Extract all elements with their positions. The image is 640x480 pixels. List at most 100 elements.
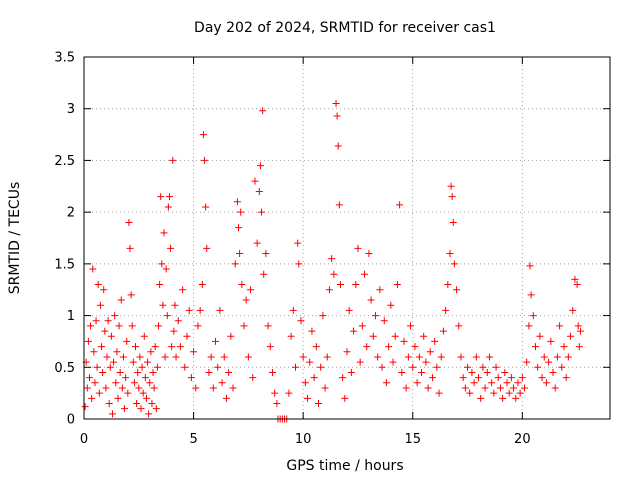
data-point (575, 343, 583, 351)
data-point (567, 332, 575, 340)
data-point (496, 384, 504, 392)
data-point (422, 358, 430, 366)
data-point (114, 394, 122, 402)
data-point (227, 332, 235, 340)
data-point (333, 112, 341, 120)
data-point (576, 327, 584, 335)
data-point (218, 379, 226, 387)
x-tick-label: 0 (80, 432, 88, 447)
data-point (199, 131, 207, 139)
data-point (172, 353, 180, 361)
data-point (556, 322, 564, 330)
data-point (398, 368, 406, 376)
data-point (140, 332, 148, 340)
data-point (490, 389, 498, 397)
data-point (347, 368, 355, 376)
data-point (323, 353, 331, 361)
data-point (236, 250, 244, 258)
data-point (156, 281, 164, 289)
data-point (150, 384, 158, 392)
data-point (518, 374, 526, 382)
data-point (160, 229, 168, 237)
data-point (510, 384, 518, 392)
data-point (310, 374, 318, 382)
data-point (308, 327, 316, 335)
data-point (159, 301, 167, 309)
y-tick-label: 0 (67, 413, 75, 428)
data-point (411, 343, 419, 351)
data-point (393, 281, 401, 289)
data-point (155, 322, 163, 330)
data-point (319, 312, 327, 320)
data-point (325, 286, 333, 294)
data-point (361, 270, 369, 278)
data-point (466, 389, 474, 397)
data-point (499, 394, 507, 402)
data-point (525, 322, 533, 330)
data-points (81, 100, 584, 423)
data-point (256, 162, 264, 170)
data-point (90, 348, 98, 356)
data-point (297, 317, 305, 325)
data-point (485, 353, 493, 361)
data-point (102, 384, 110, 392)
data-point (420, 332, 428, 340)
data-point (352, 281, 360, 289)
data-point (95, 389, 103, 397)
data-point (138, 363, 146, 371)
data-point (551, 384, 559, 392)
data-point (141, 374, 149, 382)
x-axis-title: GPS time / hours (286, 458, 403, 474)
y-tick-label: 2.5 (54, 154, 75, 169)
data-point (84, 337, 92, 345)
data-point (428, 374, 436, 382)
data-point (350, 327, 358, 335)
data-point (367, 296, 375, 304)
data-point (273, 399, 281, 407)
data-point (163, 312, 171, 320)
data-point (220, 353, 228, 361)
data-point (203, 244, 211, 252)
data-point (176, 343, 184, 351)
data-point (164, 203, 172, 211)
data-point (492, 363, 500, 371)
data-point (101, 327, 109, 335)
data-point (426, 348, 434, 356)
data-point (216, 306, 224, 314)
data-point (201, 156, 209, 164)
data-point (385, 343, 393, 351)
data-point (447, 182, 455, 190)
data-point (424, 384, 432, 392)
data-point (237, 208, 245, 216)
data-point (501, 368, 509, 376)
data-point (83, 384, 91, 392)
plot-frame (83, 56, 611, 420)
data-point (117, 296, 125, 304)
data-point (142, 394, 150, 402)
data-point (145, 410, 153, 418)
data-point (157, 193, 165, 201)
data-point (192, 384, 200, 392)
data-point (335, 201, 343, 209)
data-point (573, 281, 581, 289)
data-point (198, 281, 206, 289)
data-point (402, 384, 410, 392)
data-point (538, 374, 546, 382)
y-tick-label: 1.5 (54, 257, 75, 272)
data-point (116, 368, 124, 376)
data-point (455, 322, 463, 330)
data-point (185, 306, 193, 314)
data-point (194, 322, 202, 330)
data-point (171, 301, 179, 309)
x-tick-label: 5 (189, 432, 197, 447)
data-point (542, 379, 550, 387)
data-point (507, 374, 515, 382)
data-point (238, 281, 246, 289)
data-point (514, 379, 522, 387)
data-point (481, 384, 489, 392)
data-point (527, 291, 535, 299)
data-point (512, 394, 520, 402)
data-point (262, 250, 270, 258)
data-point (169, 156, 177, 164)
data-point (92, 317, 100, 325)
